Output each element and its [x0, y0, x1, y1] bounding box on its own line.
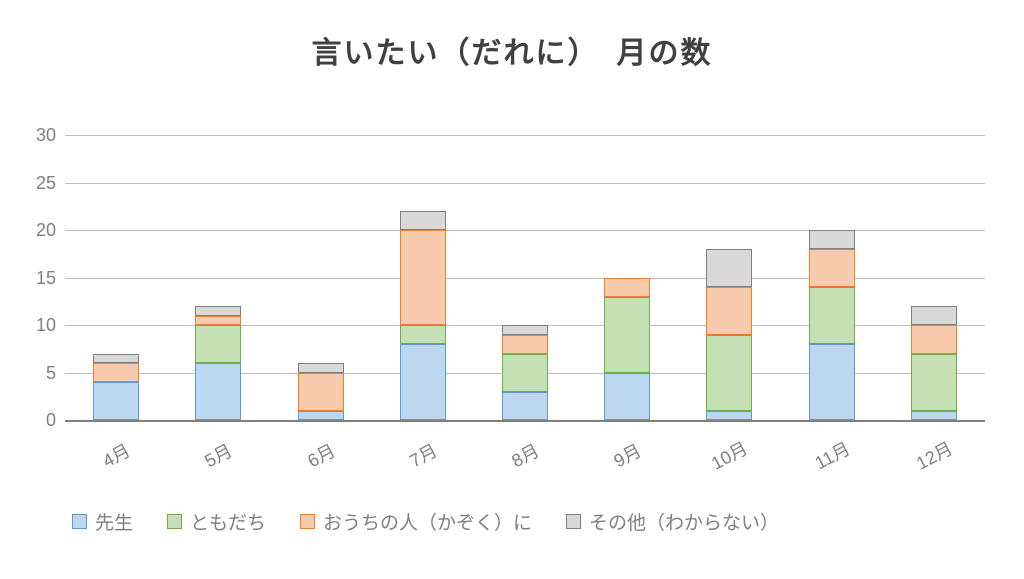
bar-segment-ともだち [706, 334, 753, 411]
x-tick-label: 8月 [508, 440, 543, 472]
gridline [65, 277, 985, 279]
x-axis-line [65, 420, 985, 422]
x-tick-label: 12月 [912, 438, 956, 474]
legend-item: その他（わからない） [566, 508, 779, 535]
bar-segment-先生 [502, 391, 548, 420]
bar-segment-おうちの人（かぞく）に [604, 277, 651, 297]
bar-segment-ともだち [808, 287, 855, 344]
y-tick-label: 0 [45, 410, 56, 430]
chart-title: 言いたい（だれに） 月の数 [311, 37, 713, 70]
legend-label: ともだち [190, 513, 267, 534]
x-tick-label: 5月 [201, 440, 236, 472]
plot-area [65, 135, 985, 422]
bar-segment-おうちの人（かぞく）に [297, 372, 344, 411]
bar-segment-先生 [910, 410, 957, 420]
bar-segment-おうちの人（かぞく）に [910, 325, 957, 354]
legend-item: 先生 [72, 508, 133, 535]
bar-segment-おうちの人（かぞく）に [93, 363, 140, 382]
y-tick-label: 10 [35, 315, 56, 335]
y-tick-label: 25 [35, 172, 56, 193]
bar-segment-その他（わからない） [910, 306, 957, 325]
x-tick-label: 11月 [811, 438, 854, 474]
x-tick-label: 6月 [303, 440, 339, 472]
bar-segment-おうちの人（かぞく）に [706, 287, 753, 335]
gridline [65, 230, 985, 231]
bar-segment-先生 [297, 410, 344, 420]
bar-segment-ともだち [399, 325, 446, 344]
x-tick-label: 4月 [99, 440, 134, 472]
y-tick-label: 5 [45, 362, 56, 383]
bar-segment-先生 [399, 344, 446, 420]
bar-segment-先生 [808, 344, 855, 420]
bar-segment-その他（わからない） [195, 306, 242, 316]
bar-segment-ともだち [910, 353, 957, 411]
bar-segment-先生 [604, 372, 651, 420]
legend-label: その他（わからない） [589, 513, 780, 534]
bar-segment-先生 [93, 382, 140, 420]
y-tick-label: 15 [35, 267, 56, 288]
y-tick-label: 30 [35, 125, 56, 145]
legend-label: おうちの人（かぞく）に [323, 513, 533, 534]
bar-segment-その他（わからない） [399, 211, 446, 230]
y-tick-label: 20 [35, 220, 56, 240]
bar-segment-先生 [195, 363, 242, 420]
legend-item: ともだち [167, 508, 266, 535]
bar-segment-その他（わからない） [502, 325, 548, 335]
chart-legend: 先生 ともだち おうちの人（かぞく）に その他（わからない） [72, 508, 1014, 535]
gridline [65, 182, 985, 184]
bar-segment-ともだち [195, 325, 242, 363]
bar-segment-おうちの人（かぞく）に [502, 334, 548, 354]
legend-label: 先生 [95, 513, 134, 534]
bar-segment-その他（わからない） [808, 230, 855, 249]
bar-segment-その他（わからない） [706, 249, 753, 287]
gridline [65, 135, 985, 136]
bar-segment-ともだち [502, 353, 548, 392]
legend-swatch-icon [566, 514, 582, 529]
bar-segment-おうちの人（かぞく）に [808, 249, 855, 287]
bar-segment-おうちの人（かぞく）に [195, 315, 242, 325]
legend-swatch-icon [167, 514, 183, 529]
bar-segment-その他（わからない） [93, 353, 140, 363]
bar-segment-ともだち [604, 296, 651, 373]
bar-segment-先生 [706, 410, 753, 420]
x-tick-label: 10月 [708, 438, 752, 474]
x-tick-label: 7月 [406, 440, 441, 472]
legend-swatch-icon [300, 514, 316, 529]
legend-swatch-icon [72, 514, 87, 529]
bar-segment-その他（わからない） [297, 363, 344, 373]
bar-segment-おうちの人（かぞく）に [399, 230, 446, 325]
x-tick-label: 9月 [610, 440, 645, 472]
legend-item: おうちの人（かぞく）に [300, 508, 532, 535]
